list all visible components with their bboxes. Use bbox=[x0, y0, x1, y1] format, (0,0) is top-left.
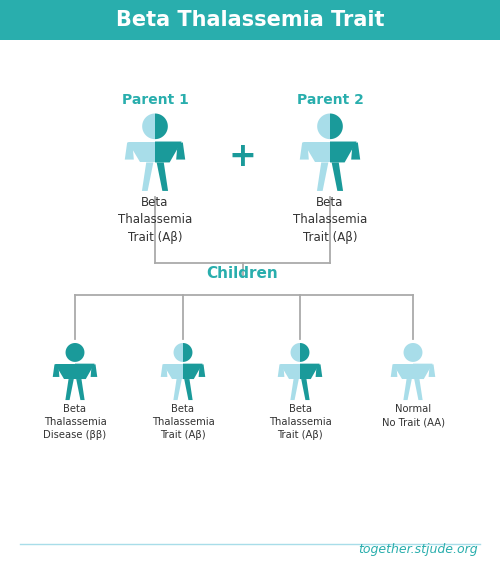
Polygon shape bbox=[174, 379, 182, 400]
Polygon shape bbox=[300, 363, 320, 379]
Text: Beta
Thalassemia
Trait (Aβ): Beta Thalassemia Trait (Aβ) bbox=[268, 404, 332, 440]
Text: Beta
Thalassemia
Disease (ββ): Beta Thalassemia Disease (ββ) bbox=[44, 404, 106, 440]
Polygon shape bbox=[290, 379, 299, 400]
Polygon shape bbox=[301, 379, 310, 400]
Polygon shape bbox=[351, 143, 360, 160]
Polygon shape bbox=[128, 142, 155, 162]
Text: Beta Thalassemia Trait: Beta Thalassemia Trait bbox=[116, 10, 384, 30]
PathPatch shape bbox=[174, 343, 183, 362]
Polygon shape bbox=[394, 363, 413, 379]
Polygon shape bbox=[198, 365, 205, 377]
PathPatch shape bbox=[413, 343, 422, 362]
Polygon shape bbox=[183, 363, 203, 379]
Polygon shape bbox=[90, 365, 98, 377]
Polygon shape bbox=[332, 162, 343, 191]
Polygon shape bbox=[414, 379, 422, 400]
Polygon shape bbox=[404, 379, 412, 400]
Polygon shape bbox=[164, 363, 183, 379]
Text: Beta
Thalassemia
Trait (Aβ): Beta Thalassemia Trait (Aβ) bbox=[118, 196, 192, 244]
PathPatch shape bbox=[290, 343, 300, 362]
Text: together.stjude.org: together.stjude.org bbox=[358, 543, 478, 556]
Polygon shape bbox=[125, 143, 134, 160]
PathPatch shape bbox=[317, 114, 330, 139]
Polygon shape bbox=[66, 379, 74, 400]
PathPatch shape bbox=[300, 343, 310, 362]
Polygon shape bbox=[142, 162, 154, 191]
Polygon shape bbox=[76, 379, 84, 400]
PathPatch shape bbox=[330, 114, 343, 139]
Polygon shape bbox=[184, 379, 192, 400]
Polygon shape bbox=[52, 365, 60, 377]
Polygon shape bbox=[278, 365, 284, 377]
Polygon shape bbox=[390, 365, 398, 377]
Polygon shape bbox=[428, 365, 436, 377]
Polygon shape bbox=[56, 363, 75, 379]
Polygon shape bbox=[304, 142, 330, 162]
Text: Children: Children bbox=[206, 266, 279, 281]
Polygon shape bbox=[156, 162, 168, 191]
PathPatch shape bbox=[142, 114, 155, 139]
Polygon shape bbox=[317, 162, 328, 191]
Text: +: + bbox=[228, 139, 256, 173]
Polygon shape bbox=[176, 143, 185, 160]
Text: Beta
Thalassemia
Trait (Aβ): Beta Thalassemia Trait (Aβ) bbox=[293, 196, 367, 244]
Polygon shape bbox=[160, 365, 168, 377]
PathPatch shape bbox=[404, 343, 413, 362]
PathPatch shape bbox=[66, 343, 75, 362]
Polygon shape bbox=[155, 142, 182, 162]
Polygon shape bbox=[330, 142, 356, 162]
Polygon shape bbox=[75, 363, 94, 379]
Text: Normal
No Trait (AA): Normal No Trait (AA) bbox=[382, 404, 444, 427]
Text: Parent 2: Parent 2 bbox=[296, 93, 364, 107]
Polygon shape bbox=[413, 363, 432, 379]
PathPatch shape bbox=[183, 343, 192, 362]
Text: Parent 1: Parent 1 bbox=[122, 93, 188, 107]
PathPatch shape bbox=[155, 114, 168, 139]
Text: Beta
Thalassemia
Trait (Aβ): Beta Thalassemia Trait (Aβ) bbox=[152, 404, 214, 440]
Polygon shape bbox=[280, 363, 300, 379]
Bar bbox=[0, 0, 500, 40]
Polygon shape bbox=[316, 365, 322, 377]
Polygon shape bbox=[300, 143, 309, 160]
PathPatch shape bbox=[75, 343, 85, 362]
